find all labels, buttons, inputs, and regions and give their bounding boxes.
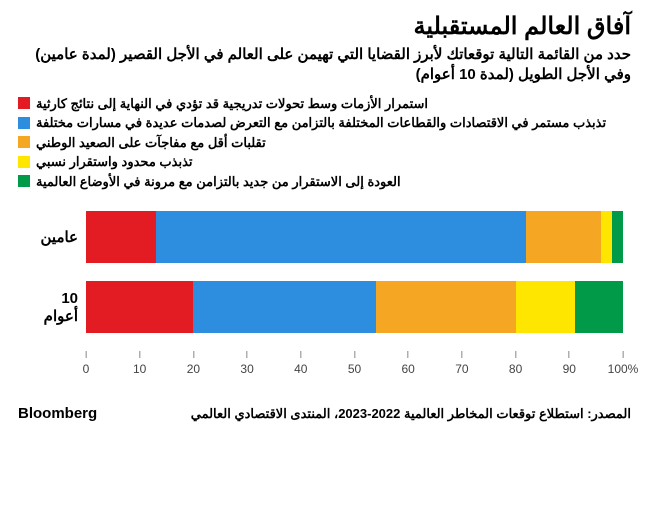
tick-label: 60 [402, 362, 415, 376]
axis-tick: 100% [608, 351, 639, 376]
tick-label: 20 [187, 362, 200, 376]
bar-segment [86, 281, 193, 333]
page-subtitle: حدد من القائمة التالية توقعاتك لأبرز الق… [18, 45, 631, 86]
x-axis: 0102030405060708090100% [86, 351, 623, 379]
tick-mark [408, 351, 409, 358]
legend-swatch [18, 175, 30, 187]
legend-swatch [18, 156, 30, 168]
legend-item: تقلبات أقل مع مفاجآت على الصعيد الوطني [18, 133, 631, 153]
bar-segment [601, 211, 612, 263]
tick-label: 30 [240, 362, 253, 376]
bar-track [86, 281, 623, 333]
tick-mark [569, 351, 570, 358]
axis-tick: 80 [509, 351, 522, 376]
bar-segment [376, 281, 516, 333]
axis-tick: 40 [294, 351, 307, 376]
page-title: آفاق العالم المستقبلية [18, 12, 631, 41]
legend-label: استمرار الأزمات وسط تحولات تدريجية قد تؤ… [36, 94, 428, 114]
bar-segment [526, 211, 601, 263]
tick-mark [139, 351, 140, 358]
tick-label: 50 [348, 362, 361, 376]
bar-row: عامين [26, 211, 623, 263]
axis-tick: 20 [187, 351, 200, 376]
brand-logo: Bloomberg [18, 405, 97, 422]
bar-segment [156, 211, 527, 263]
bar-track [86, 211, 623, 263]
axis-tick: 60 [402, 351, 415, 376]
stacked-bar-chart: عامين10 أعوام 0102030405060708090100% [18, 211, 631, 379]
tick-mark [86, 351, 87, 358]
bar-segment [612, 211, 623, 263]
legend-label: تقلبات أقل مع مفاجآت على الصعيد الوطني [36, 133, 266, 153]
axis-tick: 0 [83, 351, 90, 376]
tick-mark [300, 351, 301, 358]
legend-swatch [18, 117, 30, 129]
legend-label: تذبذب محدود واستقرار نسبي [36, 152, 193, 172]
legend: استمرار الأزمات وسط تحولات تدريجية قد تؤ… [18, 94, 631, 192]
bar-segment [193, 281, 376, 333]
axis-tick: 90 [563, 351, 576, 376]
legend-swatch [18, 97, 30, 109]
tick-label: 10 [133, 362, 146, 376]
tick-label: 70 [455, 362, 468, 376]
bar-label: 10 أعوام [26, 290, 86, 325]
legend-item: تذبذب مستمر في الاقتصادات والقطاعات المخ… [18, 113, 631, 133]
bar-segment [575, 281, 623, 333]
axis-tick: 10 [133, 351, 146, 376]
bar-segment [516, 281, 575, 333]
axis-tick: 50 [348, 351, 361, 376]
bar-row: 10 أعوام [26, 281, 623, 333]
tick-mark [622, 351, 623, 358]
bar-segment [86, 211, 156, 263]
legend-swatch [18, 136, 30, 148]
legend-item: العودة إلى الاستقرار من جديد بالتزامن مع… [18, 172, 631, 192]
tick-label: 100% [608, 362, 639, 376]
tick-label: 0 [83, 362, 90, 376]
tick-label: 90 [563, 362, 576, 376]
source-text: المصدر: استطلاع توقعات المخاطر العالمية … [191, 406, 631, 422]
legend-label: تذبذب مستمر في الاقتصادات والقطاعات المخ… [36, 113, 606, 133]
tick-mark [515, 351, 516, 358]
axis-tick: 70 [455, 351, 468, 376]
tick-mark [461, 351, 462, 358]
tick-label: 80 [509, 362, 522, 376]
bar-label: عامين [26, 228, 86, 246]
legend-item: استمرار الأزمات وسط تحولات تدريجية قد تؤ… [18, 94, 631, 114]
legend-label: العودة إلى الاستقرار من جديد بالتزامن مع… [36, 172, 401, 192]
tick-mark [247, 351, 248, 358]
tick-mark [193, 351, 194, 358]
axis-tick: 30 [240, 351, 253, 376]
tick-label: 40 [294, 362, 307, 376]
tick-mark [354, 351, 355, 358]
legend-item: تذبذب محدود واستقرار نسبي [18, 152, 631, 172]
